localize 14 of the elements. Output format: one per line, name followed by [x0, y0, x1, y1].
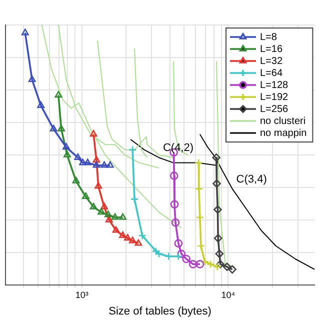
x-axis-title: Size of tables (bytes)	[108, 305, 212, 318]
legend-label: L=8	[260, 32, 278, 43]
annotation: C(3,4)	[236, 173, 267, 186]
legend-label: L=64	[260, 68, 283, 79]
x-tick-label: 10⁴	[221, 290, 236, 300]
legend-label: no clusteri	[260, 116, 306, 127]
legend-label: L=192	[260, 92, 289, 103]
x-tick-label: 10³	[75, 290, 88, 300]
annotation: C(4,2)	[162, 142, 194, 154]
legend-label: L=16	[260, 44, 283, 55]
legend-label: no mappin	[260, 128, 307, 139]
legend-label: L=256	[260, 104, 289, 115]
legend-label: L=32	[260, 56, 283, 67]
legend-label: L=128	[260, 80, 289, 91]
